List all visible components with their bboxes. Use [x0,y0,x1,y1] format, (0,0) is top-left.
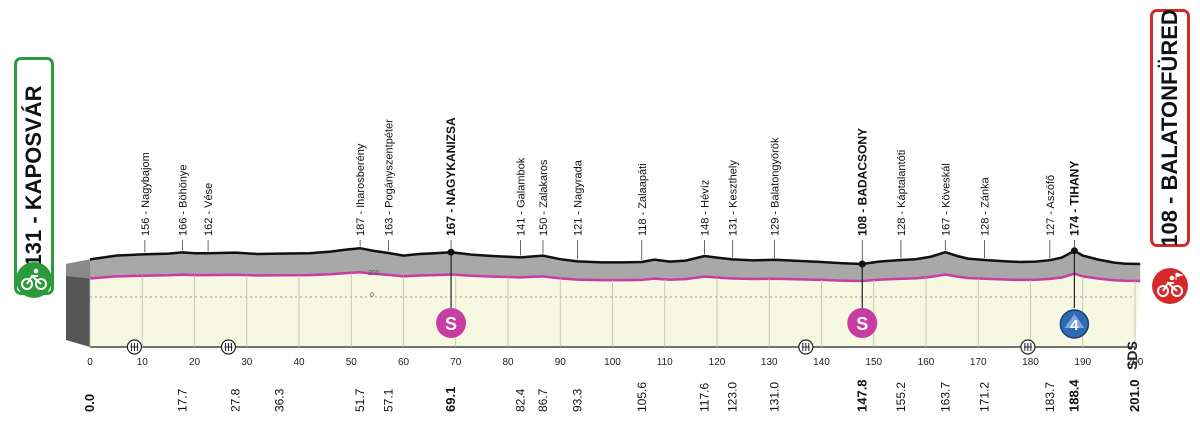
distance-label: 201.0 [1127,379,1142,412]
finish-town-label: 108 - BALATONFÜRED [1157,9,1182,247]
km-tick-label: 140 [813,357,830,368]
kom-category-label: 4 [1070,317,1079,334]
km-tick-label: 30 [241,357,253,368]
finish-town-badge: 108 - BALATONFÜRED [1150,9,1190,247]
location-label: 121 - Nagyrada [572,159,584,236]
sprint-marker-dot [858,260,866,268]
bicycle-finish-icon [1152,268,1188,304]
distance-label: 183.7 [1043,382,1057,412]
sprint-label: S [856,314,868,334]
distance-label: 155.2 [894,382,908,412]
distance-label: 51.7 [353,388,367,412]
km-tick-label: 70 [450,357,462,368]
km-tick-label: 50 [346,357,358,368]
profile-top-line [89,246,1141,266]
distance-label: 93.3 [570,388,584,412]
km-tick-label: 80 [502,357,514,368]
km-tick-label: 200 [1127,357,1144,368]
location-label: 131 - Keszthely [728,160,740,236]
distance-label: 147.8 [854,379,869,412]
profile-block-side [66,259,90,347]
distance-label: 171.2 [978,382,992,412]
distance-label: 86.7 [536,388,550,412]
distance-label: 0.0 [82,394,97,412]
location-label: 167 - Köveskál [940,163,952,236]
sprint-marker-dot [447,248,455,256]
distance-label: 188.4 [1066,379,1081,412]
sprint-icon [436,308,467,338]
km-tick-label: 60 [398,357,410,368]
km-tick-label: 160 [918,357,935,368]
location-label: 108 - BADACSONY [855,128,869,236]
distance-label: 27.8 [228,388,242,412]
km-tick-label: 20 [189,357,201,368]
distance-label: 17.7 [175,388,189,412]
km-tick-label: 10 [137,357,149,368]
km-tick-label: 40 [293,357,305,368]
location-label: 187 - Iharosberény [355,143,367,236]
feed-zone-glyph [224,343,233,351]
sprint-label: S [445,314,457,334]
feed-zone-glyph [1023,343,1032,351]
km-tick-label: 0 [87,357,93,368]
distance-label: 105.6 [635,382,649,412]
distance-label: 123.0 [726,382,740,412]
sprint-icon [847,308,878,338]
distance-label: 117.6 [697,383,711,412]
profile-base-area [90,272,1141,347]
location-label: 174 - TIHANY [1067,161,1081,236]
location-label: 163 - Pogányszentpéter [383,119,395,236]
distance-label: 163.7 [938,382,952,412]
location-label: 156 - Nagybajom [140,152,152,236]
feed-zone-glyph [801,343,810,351]
location-label: 127 - Aszófő [1045,175,1057,236]
elev-label-200: 200 [368,270,380,277]
bicycle-icon [16,262,52,298]
mountain-shape [1064,314,1085,328]
location-label: 129 - Balatongyörök [769,137,781,236]
location-label: 128 - Zánka [980,176,992,236]
profile-block-top [66,259,90,279]
km-tick-label: 100 [604,357,621,368]
km-tick-label: 180 [1022,357,1039,368]
distance-label: 82.4 [514,388,528,412]
start-town-label: 131 - KAPOSVÁR [21,85,46,267]
km-tick-label: 90 [555,357,567,368]
elev-label-0: 0 [370,292,374,299]
km-tick-label: 150 [865,357,882,368]
location-label: 118 - Zalaapáti [637,163,649,236]
location-label: 128 - Káptalantóti [896,150,908,236]
profile-road-line [89,271,1141,283]
location-label: 150 - Zalakaros [538,159,550,236]
location-label: 167 - NAGYKANIZSA [444,117,458,236]
distance-label: 36.3 [273,388,287,412]
brand-logo: SDS [1124,341,1140,370]
km-tick-label: 130 [761,357,778,368]
km-tick-label: 190 [1074,357,1091,368]
location-label: 141 - Galambok [516,157,528,236]
distance-label: 69.1 [443,387,458,412]
location-label: 162 - Vése [203,183,215,236]
km-tick-label: 170 [970,357,987,368]
profile-relief-band [90,248,1141,281]
location-label: 148 - Hévíz [699,180,711,236]
location-label: 166 - Böhönye [177,164,189,236]
feed-zone-glyph [130,343,139,351]
km-tick-label: 110 [657,357,673,368]
km-tick-label: 120 [709,357,726,368]
distance-label: 131.0 [767,382,781,412]
kom-marker-dot [1070,247,1078,255]
start-town-badge: 131 - KAPOSVÁR [14,57,54,295]
distance-label: 57.1 [381,388,395,412]
